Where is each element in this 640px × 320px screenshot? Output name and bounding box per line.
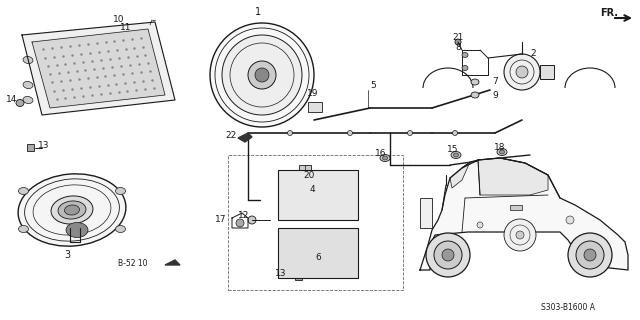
Ellipse shape <box>455 39 461 45</box>
Ellipse shape <box>19 226 29 233</box>
Text: B-52 10: B-52 10 <box>118 259 147 268</box>
Ellipse shape <box>115 226 125 233</box>
Ellipse shape <box>23 56 33 64</box>
Circle shape <box>210 23 314 127</box>
Circle shape <box>248 61 276 89</box>
Circle shape <box>222 35 302 115</box>
Polygon shape <box>22 22 175 115</box>
Text: 6: 6 <box>315 253 321 262</box>
Circle shape <box>576 241 604 269</box>
Ellipse shape <box>451 151 461 158</box>
Polygon shape <box>32 29 165 108</box>
Ellipse shape <box>16 100 24 107</box>
Ellipse shape <box>380 155 390 162</box>
Text: 19: 19 <box>307 90 319 99</box>
Ellipse shape <box>18 174 126 246</box>
Ellipse shape <box>23 82 33 89</box>
Text: 8: 8 <box>455 43 461 52</box>
Circle shape <box>504 219 536 251</box>
Text: 22: 22 <box>225 132 236 140</box>
Ellipse shape <box>383 156 387 160</box>
Polygon shape <box>478 158 548 195</box>
Circle shape <box>287 131 292 135</box>
Ellipse shape <box>58 201 86 219</box>
Circle shape <box>568 233 612 277</box>
Circle shape <box>426 233 470 277</box>
Ellipse shape <box>471 92 479 98</box>
Ellipse shape <box>462 52 468 58</box>
Ellipse shape <box>248 216 256 224</box>
Polygon shape <box>165 260 180 265</box>
Ellipse shape <box>499 150 504 154</box>
Circle shape <box>408 131 413 135</box>
Bar <box>27 144 34 151</box>
Circle shape <box>566 216 574 224</box>
Text: 4: 4 <box>309 186 315 195</box>
Text: 11: 11 <box>120 22 131 31</box>
Ellipse shape <box>66 222 88 237</box>
Ellipse shape <box>115 188 125 195</box>
Text: 17: 17 <box>215 215 227 225</box>
Text: 16: 16 <box>375 149 387 158</box>
Text: FR.: FR. <box>600 8 618 18</box>
Circle shape <box>255 68 269 82</box>
Ellipse shape <box>471 79 479 85</box>
Text: 12: 12 <box>238 211 250 220</box>
Circle shape <box>516 231 524 239</box>
Text: 9: 9 <box>492 91 498 100</box>
Text: 20: 20 <box>303 171 314 180</box>
Ellipse shape <box>497 148 507 156</box>
Circle shape <box>452 131 458 135</box>
Text: 13: 13 <box>275 269 287 278</box>
Polygon shape <box>450 162 470 188</box>
Text: 7: 7 <box>492 77 498 86</box>
Text: 10: 10 <box>113 15 125 25</box>
Circle shape <box>442 249 454 261</box>
Ellipse shape <box>454 153 458 157</box>
Bar <box>420 198 432 228</box>
Text: S303-B1600 A: S303-B1600 A <box>541 303 595 313</box>
Ellipse shape <box>462 66 468 70</box>
Bar <box>510 205 522 210</box>
Bar <box>308 102 322 112</box>
Text: 3: 3 <box>64 250 70 260</box>
Text: 14: 14 <box>6 95 17 105</box>
Bar <box>299 165 311 173</box>
Bar <box>278 228 358 278</box>
Ellipse shape <box>23 96 33 104</box>
Bar <box>278 170 358 220</box>
Text: 15: 15 <box>447 146 458 155</box>
Ellipse shape <box>65 205 79 215</box>
Text: 21: 21 <box>452 34 463 43</box>
Polygon shape <box>420 158 628 270</box>
Ellipse shape <box>236 219 244 227</box>
Circle shape <box>584 249 596 261</box>
Text: 1: 1 <box>255 7 261 17</box>
Text: 13: 13 <box>38 140 49 149</box>
Circle shape <box>348 131 353 135</box>
Text: 18: 18 <box>494 143 506 153</box>
Bar <box>228 155 403 290</box>
Bar <box>540 65 554 79</box>
Ellipse shape <box>19 188 29 195</box>
Text: 2: 2 <box>530 49 536 58</box>
Text: 5: 5 <box>370 81 376 90</box>
Polygon shape <box>238 133 252 142</box>
Bar <box>295 273 302 280</box>
Circle shape <box>477 222 483 228</box>
Circle shape <box>516 66 528 78</box>
Circle shape <box>434 241 462 269</box>
Circle shape <box>504 54 540 90</box>
Ellipse shape <box>51 196 93 224</box>
